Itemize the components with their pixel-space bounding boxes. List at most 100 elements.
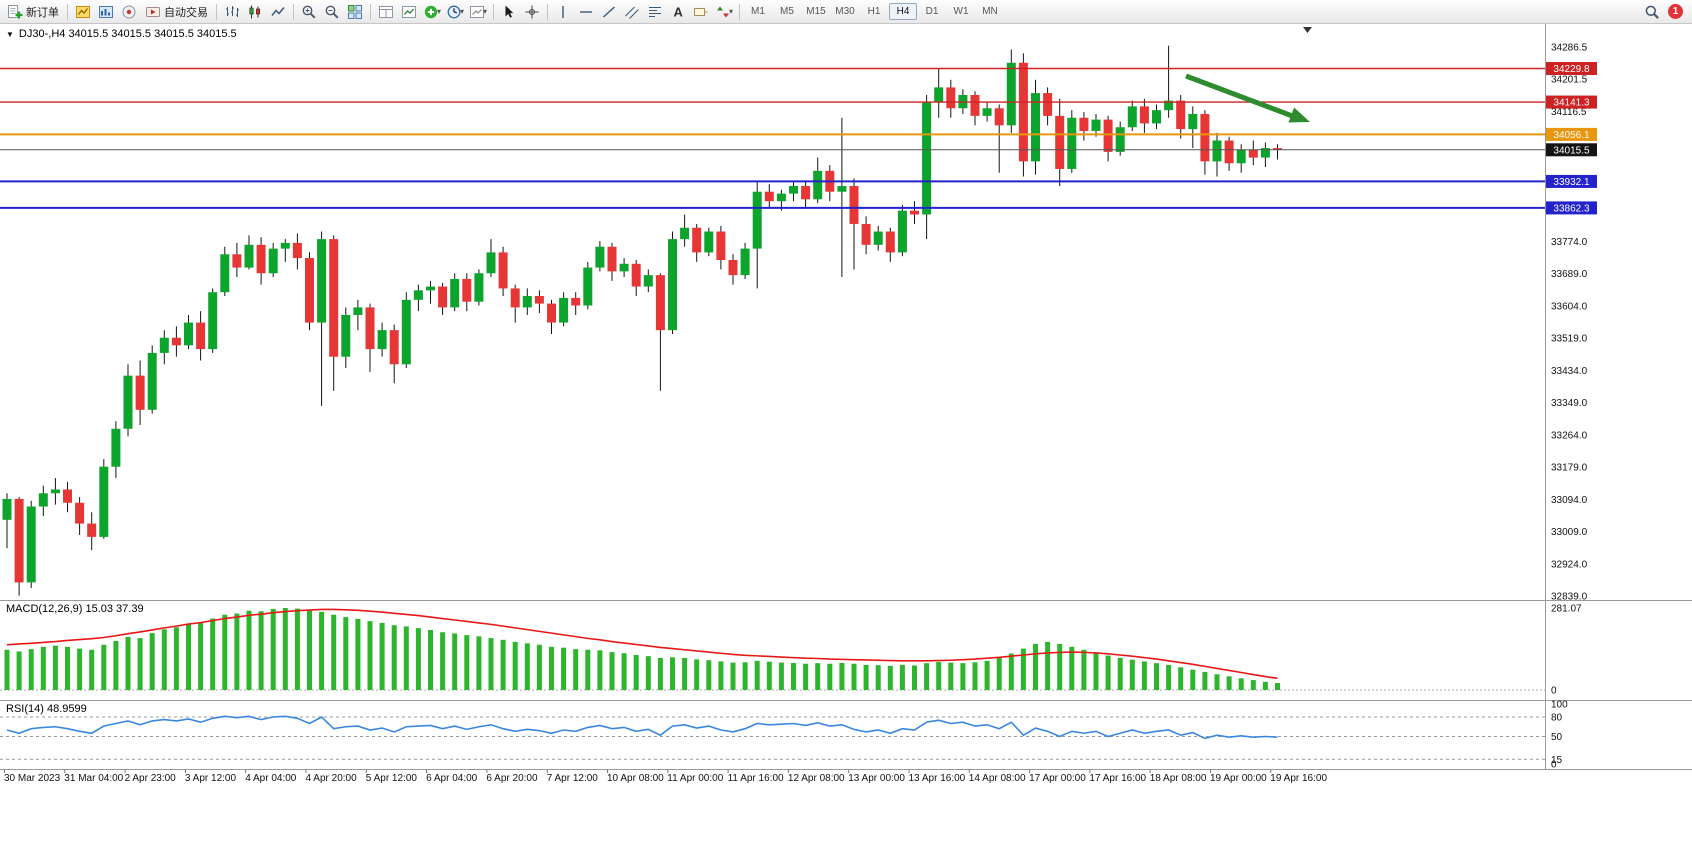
new-order-button[interactable]: 新订单 [3,2,63,22]
new-order-label: 新订单 [26,6,59,19]
candle-bearish [861,223,871,245]
bar-chart-button[interactable] [221,2,243,22]
macd-bar [343,617,349,690]
trend-arrow-line[interactable] [1185,73,1296,120]
timeframe-w1-button[interactable]: W1 [953,6,969,17]
timeframe-h1-button[interactable]: H1 [867,6,881,17]
horizontal-line-button[interactable] [575,2,597,22]
candle-bullish [583,267,593,306]
price-badge [1546,174,1597,188]
macd-bar [173,627,179,690]
crosshair-button[interactable] [521,2,543,22]
arrange-windows-button[interactable] [375,2,397,22]
timeframe-m15-button[interactable]: M15 [806,6,826,17]
axis-label: 34141.3 [1553,98,1590,109]
axis-label: 4 Apr 04:00 [245,773,297,784]
macd-bar [403,626,409,690]
axis-label: 33862.3 [1553,203,1590,214]
chart-list-button[interactable] [398,2,420,22]
chart-menu-icon[interactable]: ▼ [6,29,14,39]
timeframe-m5-button[interactable]: M5 [780,6,794,17]
macd-bar [258,611,264,690]
fibonacci-button[interactable] [644,2,666,22]
macd-bar [561,647,567,690]
macd-bar [899,664,905,690]
auto-trading-button[interactable]: 自动交易 [141,2,212,22]
channel-icon [624,4,640,20]
macd-bar [960,663,966,690]
text-label-button[interactable] [690,2,712,22]
vertical-line-button[interactable] [552,2,574,22]
svg-text:A: A [674,4,684,19]
macd-bar [1226,676,1232,690]
macd-bar [778,662,784,690]
periods-button[interactable]: ▾ [444,2,466,22]
macd-bar [464,635,470,690]
text-tool-button[interactable]: A [667,2,689,22]
timeframe-m30-button[interactable]: M30 [835,6,855,17]
macd-bar [948,662,954,690]
timeframe-mn-button[interactable]: MN [982,6,998,17]
macd-bar [1020,648,1026,690]
axis-label: 33179.0 [1551,463,1588,474]
rsi-line [6,715,1278,740]
axis-label: 18 Apr 08:00 [1150,773,1207,784]
macd-bar [210,618,216,690]
candle-bearish [171,337,181,346]
timeframe-d1-button[interactable]: D1 [925,6,939,17]
timeframe-h4-button[interactable]: H4 [889,3,917,20]
market-watch-button[interactable] [95,2,117,22]
macd-bar [972,662,978,690]
timeframe-m1-button[interactable]: M1 [751,6,765,17]
macd-indicator-label: MACD(12,26,9) 15.03 37.39 [6,603,144,615]
arrows-tool-button[interactable]: ▾ [713,2,735,22]
notification-badge[interactable]: 1 [1668,4,1683,19]
chart-shift-marker[interactable] [1303,27,1312,33]
axis-label: 4 Apr 20:00 [306,773,358,784]
macd-bar [621,653,627,690]
dropdown-caret-icon: ▾ [482,7,487,16]
trend-arrow-head[interactable] [1288,107,1311,123]
templates-button[interactable]: ▾ [467,2,489,22]
macd-bar [161,629,167,690]
candle-bullish [26,506,36,583]
zoom-in-button[interactable] [298,2,320,22]
candle-bullish [450,278,460,308]
candle-bullish [643,275,653,287]
candle-bearish [728,259,738,276]
chart-title-text: DJ30-,H4 34015.5 34015.5 34015.5 34015.5 [18,28,237,40]
macd-bar [815,663,821,690]
candle-bullish [220,254,230,293]
tile-windows-button[interactable] [344,2,366,22]
price-badge [1546,127,1597,141]
macd-bar [452,633,458,690]
axis-label: 33434.0 [1551,366,1588,377]
charts-profile-button[interactable] [72,2,94,22]
macd-bar [1033,643,1038,690]
candle-bearish [534,296,544,304]
line-chart-button[interactable] [267,2,289,22]
trendline-button[interactable] [598,2,620,22]
candle-bullish [1152,110,1161,124]
toolbar-separator [739,3,740,20]
candle-bearish [885,231,895,253]
candle-bearish [75,502,85,524]
macd-bar [101,644,107,690]
candlestick-chart-button[interactable] [244,2,266,22]
macd-bar [1190,669,1196,690]
macd-bar [331,614,337,690]
macd-bar [1178,667,1184,690]
macd-bar [1238,678,1244,690]
navigator-button[interactable] [118,2,140,22]
cursor-button[interactable] [498,2,520,22]
search-button[interactable] [1641,2,1663,22]
candle-bearish [1079,117,1089,132]
candle-bearish [292,242,302,259]
axis-label: 100 [1551,700,1568,711]
indicators-button[interactable]: ▾ [421,2,443,22]
candle-bullish [50,489,60,494]
channel-button[interactable] [621,2,643,22]
macd-bar [282,608,288,690]
zoom-out-button[interactable] [321,2,343,22]
